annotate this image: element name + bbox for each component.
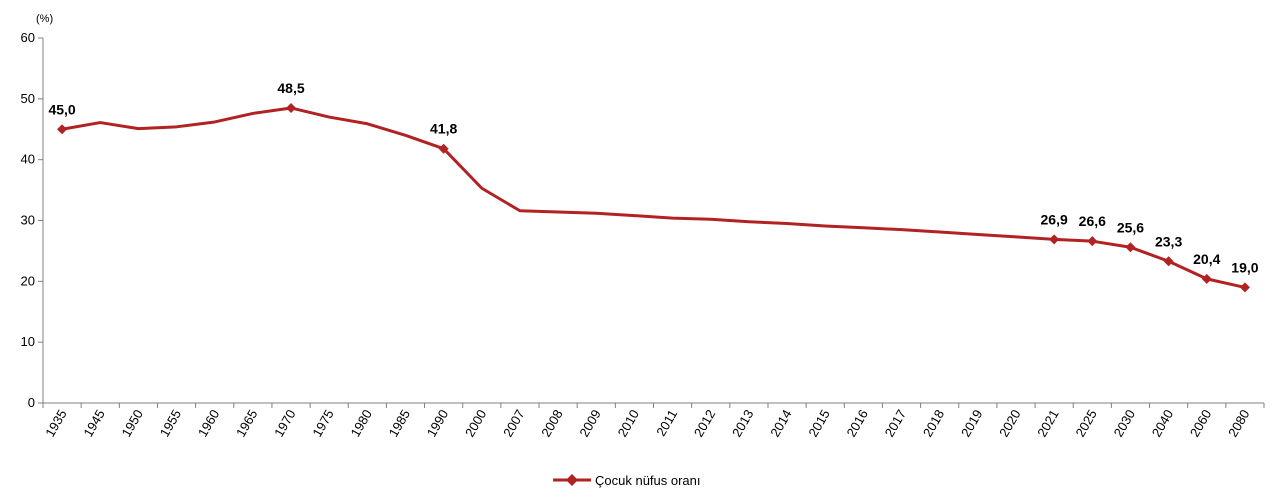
data-label: 45,0 [48, 101, 75, 117]
x-tick-label: 1945 [80, 407, 107, 440]
legend-label: Çocuk nüfus oranı [595, 473, 701, 488]
y-tick-label: 60 [21, 30, 35, 45]
x-tick-label: 2040 [1149, 407, 1176, 440]
x-tick-label: 2025 [1072, 407, 1099, 440]
x-tick-label: 2007 [500, 407, 527, 440]
y-tick-label: 40 [21, 152, 35, 167]
x-tick-label: 2014 [767, 407, 794, 440]
data-label: 48,5 [277, 80, 304, 96]
y-tick-label: 30 [21, 213, 35, 228]
data-point-marker [57, 124, 68, 135]
x-tick-label: 2017 [882, 407, 909, 440]
y-axis-ticks: 0 10 20 30 40 50 60 [21, 30, 43, 410]
x-tick-label: 1990 [424, 407, 451, 440]
data-point-marker [286, 102, 297, 113]
legend: Çocuk nüfus oranı [553, 473, 701, 488]
data-point-marker [1087, 236, 1098, 247]
series-markers [57, 102, 1250, 293]
x-tick-label: 2013 [729, 407, 756, 440]
data-label: 26,6 [1079, 213, 1106, 229]
x-tick-label: 1960 [195, 407, 222, 440]
data-point-marker [1239, 282, 1250, 293]
data-point-marker [438, 143, 449, 154]
x-tick-label: 2010 [615, 407, 642, 440]
x-tick-label: 1970 [271, 407, 298, 440]
x-tick-label: 2008 [538, 407, 565, 440]
x-tick-label: 2060 [1187, 407, 1214, 440]
x-tick-label: 2011 [653, 407, 680, 439]
series-line [61, 106, 1246, 289]
x-axis-ticks: 1935 1945 1950 1955 1960 1965 1970 1975 1980 1985… [42, 403, 1265, 440]
data-label: 25,6 [1117, 219, 1144, 235]
x-tick-label: 2019 [958, 407, 985, 440]
data-label: 23,3 [1155, 233, 1182, 249]
x-tick-label: 1975 [309, 407, 336, 440]
y-tick-label: 10 [21, 334, 35, 349]
x-tick-label: 1965 [233, 407, 260, 440]
data-label: 41,8 [430, 121, 457, 137]
x-tick-label: 1935 [42, 407, 69, 440]
x-tick-label: 2016 [844, 407, 871, 440]
x-tick-label: 2012 [691, 407, 718, 440]
x-tick-label: 2009 [576, 407, 603, 440]
x-tick-label: 2015 [805, 407, 832, 440]
y-tick-label: 0 [28, 395, 35, 410]
data-point-marker [1201, 273, 1212, 284]
x-tick-label: 2030 [1111, 407, 1138, 440]
data-point-marker [1163, 256, 1174, 267]
data-label: 19,0 [1231, 259, 1258, 275]
x-tick-label: 1950 [119, 407, 146, 440]
data-point-marker [1125, 242, 1136, 253]
series-polyline [61, 106, 1246, 289]
x-tick-label: 2000 [462, 407, 489, 440]
x-tick-label: 2020 [996, 407, 1023, 440]
y-unit-label: (%) [36, 13, 53, 25]
x-tick-label: 2018 [920, 407, 947, 440]
x-tick-label: 1955 [157, 407, 184, 440]
data-point-marker [1049, 234, 1060, 245]
x-tick-label: 2080 [1225, 407, 1252, 440]
y-tick-label: 50 [21, 91, 35, 106]
y-tick-label: 20 [21, 273, 35, 288]
x-tick-label: 2021 [1034, 407, 1061, 440]
x-tick-label: 1985 [386, 407, 413, 440]
legend-marker [566, 474, 578, 486]
data-label: 26,9 [1041, 211, 1068, 227]
data-labels: 45,0 48,5 41,8 26,9 26,6 25,6 23,3 20,4 19,0 [48, 80, 1258, 275]
x-tick-label: 1980 [347, 407, 374, 440]
data-label: 20,4 [1193, 251, 1220, 267]
